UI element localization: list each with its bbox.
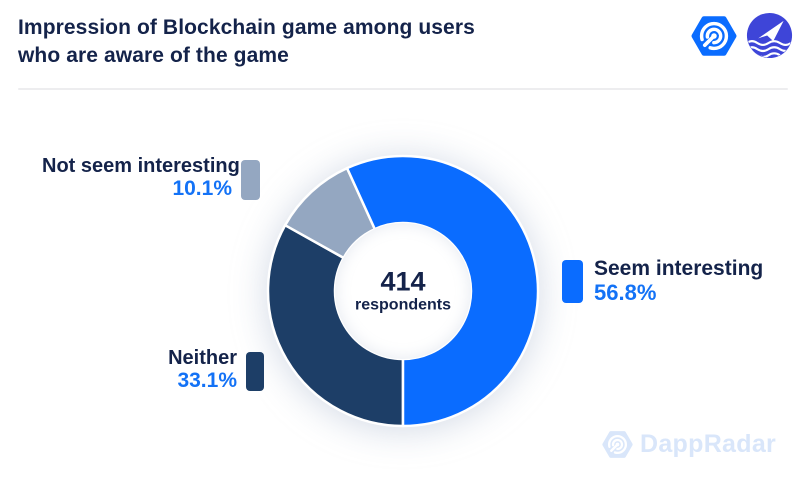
page-title-line2: who are aware of the game [18,44,289,67]
legend-seem-text: Seem interesting 56.8% [594,257,763,305]
header-divider [18,88,788,90]
legend-seem-swatch [562,260,583,303]
dappradar-watermark: DappRadar [602,429,776,460]
watermark-text: DappRadar [640,430,777,458]
respondent-count: 414 [380,266,426,297]
legend-not-seem-label: Not seem interesting [42,155,240,177]
legend-neither-percent: 33.1% [177,369,237,392]
respondent-caption: respondents [354,296,452,314]
paper-plane-over-waves-icon [746,12,793,59]
dappradar-hexagon-radar-icon [691,15,737,56]
legend-not-seem-text: Not seem interesting 10.1% [42,155,240,200]
page-title-line1: Impression of Blockchain game among user… [18,16,475,39]
legend-seem-interesting: Seem interesting 56.8% [562,257,763,305]
legend-neither-text: Neither 33.1% [47,347,237,392]
legend-not-seem-interesting: Not seem interesting 10.1% [42,155,260,200]
legend-not-seem-percent: 10.1% [172,177,232,200]
donut-center-text: 414 respondents [355,268,451,315]
dappradar-watermark-hexagon-icon [602,431,633,458]
donut-center-hole [335,223,471,359]
page-title: Impression of Blockchain game among user… [18,14,638,70]
legend-neither-label: Neither [168,347,237,369]
legend-neither-swatch [246,352,264,391]
legend-seem-percent: 56.8% [594,280,657,305]
legend-not-seem-swatch [241,160,260,200]
legend-seem-label: Seem interesting [594,257,764,280]
legend-neither: Neither 33.1% [47,347,264,392]
header-logos [691,12,793,59]
